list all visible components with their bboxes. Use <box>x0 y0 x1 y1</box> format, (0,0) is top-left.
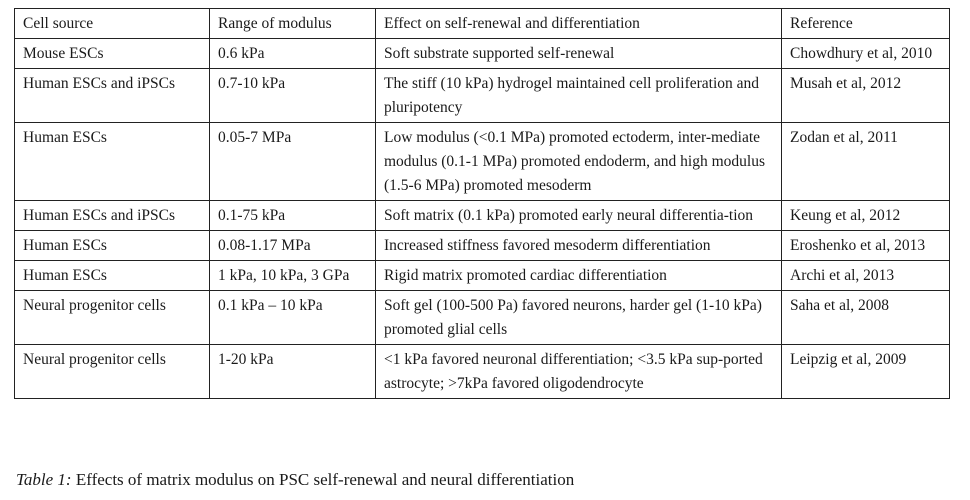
caption-text: Effects of matrix modulus on PSC self-re… <box>71 470 575 489</box>
cell-modulus: 0.08-1.17 MPa <box>209 230 376 261</box>
table-row: Human ESCs 0.05-7 MPa Low modulus (<0.1 … <box>14 122 950 201</box>
table-row: Human ESCs 1 kPa, 10 kPa, 3 GPa Rigid ma… <box>14 260 950 291</box>
cell-modulus: 0.05-7 MPa <box>209 122 376 201</box>
modulus-effects-table: Cell source Range of modulus Effect on s… <box>14 8 950 399</box>
cell-reference: Keung et al, 2012 <box>781 200 950 231</box>
cell-source: Human ESCs <box>14 230 210 261</box>
cell-modulus: 1-20 kPa <box>209 344 376 399</box>
table-row: Human ESCs and iPSCs 0.1-75 kPa Soft mat… <box>14 200 950 231</box>
table-row: Neural progenitor cells 1-20 kPa <1 kPa … <box>14 344 950 399</box>
table-caption: Table 1: Effects of matrix modulus on PS… <box>16 470 574 490</box>
cell-source: Neural progenitor cells <box>14 290 210 345</box>
table-row: Neural progenitor cells 0.1 kPa – 10 kPa… <box>14 290 950 345</box>
cell-modulus: 0.6 kPa <box>209 38 376 69</box>
header-effect: Effect on self-renewal and differentiati… <box>375 8 782 39</box>
cell-source: Human ESCs <box>14 260 210 291</box>
header-modulus-range: Range of modulus <box>209 8 376 39</box>
cell-effect: Soft substrate supported self-renewal <box>375 38 782 69</box>
table-row: Human ESCs 0.08-1.17 MPa Increased stiff… <box>14 230 950 261</box>
cell-modulus: 0.1-75 kPa <box>209 200 376 231</box>
cell-reference: Chowdhury et al, 2010 <box>781 38 950 69</box>
cell-modulus: 1 kPa, 10 kPa, 3 GPa <box>209 260 376 291</box>
cell-effect: Soft matrix (0.1 kPa) promoted early neu… <box>375 200 782 231</box>
cell-source: Human ESCs and iPSCs <box>14 68 210 123</box>
cell-source: Mouse ESCs <box>14 38 210 69</box>
cell-source: Neural progenitor cells <box>14 344 210 399</box>
cell-modulus: 0.1 kPa – 10 kPa <box>209 290 376 345</box>
cell-reference: Musah et al, 2012 <box>781 68 950 123</box>
modulus-table-container: Cell source Range of modulus Effect on s… <box>14 8 950 399</box>
cell-reference: Saha et al, 2008 <box>781 290 950 345</box>
cell-source: Human ESCs and iPSCs <box>14 200 210 231</box>
cell-reference: Archi et al, 2013 <box>781 260 950 291</box>
header-cell-source: Cell source <box>14 8 210 39</box>
caption-label: Table 1: <box>16 470 72 489</box>
cell-effect: Soft gel (100-500 Pa) favored neurons, h… <box>375 290 782 345</box>
cell-effect: Low modulus (<0.1 MPa) promoted ectoderm… <box>375 122 782 201</box>
header-reference: Reference <box>781 8 950 39</box>
cell-reference: Leipzig et al, 2009 <box>781 344 950 399</box>
table-header-row: Cell source Range of modulus Effect on s… <box>14 8 950 39</box>
cell-source: Human ESCs <box>14 122 210 201</box>
cell-modulus: 0.7-10 kPa <box>209 68 376 123</box>
cell-reference: Eroshenko et al, 2013 <box>781 230 950 261</box>
cell-reference: Zodan et al, 2011 <box>781 122 950 201</box>
cell-effect: <1 kPa favored neuronal differentiation;… <box>375 344 782 399</box>
cell-effect: Increased stiffness favored mesoderm dif… <box>375 230 782 261</box>
table-row: Mouse ESCs 0.6 kPa Soft substrate suppor… <box>14 38 950 69</box>
cell-effect: Rigid matrix promoted cardiac differenti… <box>375 260 782 291</box>
table-row: Human ESCs and iPSCs 0.7-10 kPa The stif… <box>14 68 950 123</box>
cell-effect: The stiff (10 kPa) hydrogel maintained c… <box>375 68 782 123</box>
